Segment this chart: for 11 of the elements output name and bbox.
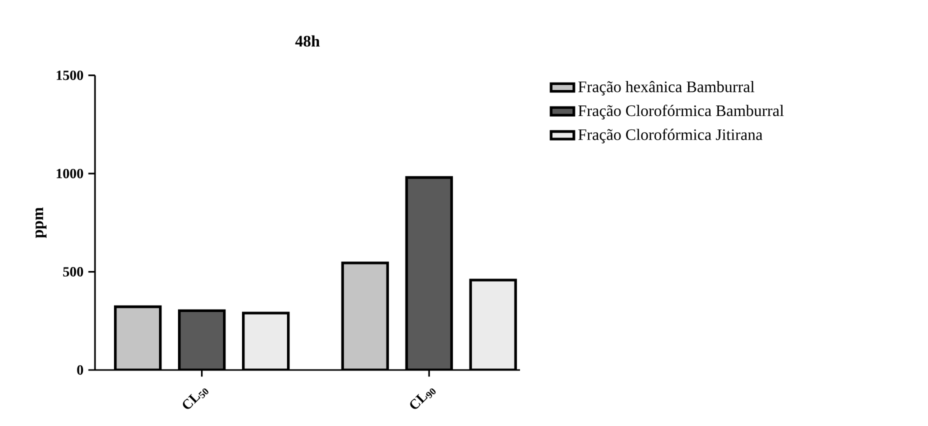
y-tick-label: 0 — [77, 365, 84, 375]
y-axis-title: ppm — [36, 207, 46, 238]
y-tick-label: 1500 — [56, 70, 84, 80]
legend-label: Fração Clorofórmica Bamburral — [578, 104, 784, 120]
legend-label: Fração Clorofórmica Jitirana — [578, 128, 762, 144]
x-tick-label: CL$_{90}$ — [410, 388, 436, 409]
legend-label: Fração hexânica Bamburral — [578, 80, 754, 96]
y-tick-label: 500 — [63, 267, 84, 277]
chart-title: 48h — [295, 35, 320, 47]
y-tick-label: 1000 — [56, 168, 84, 178]
x-tick-label: CL$_{50}$ — [182, 388, 208, 409]
